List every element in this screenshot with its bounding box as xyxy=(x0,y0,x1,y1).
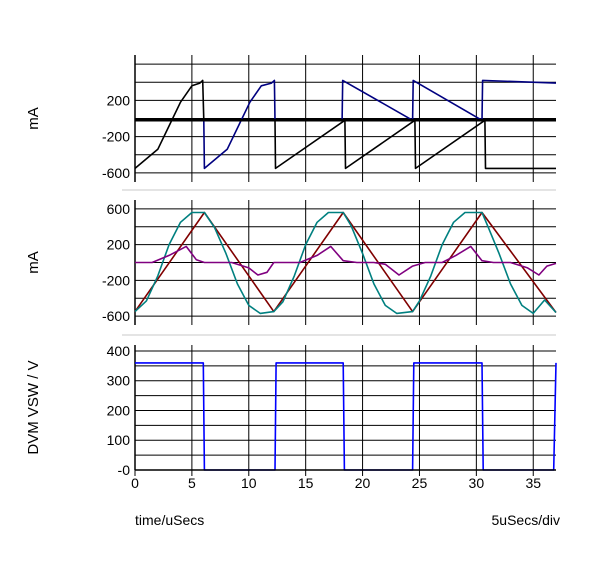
y-tick-label: 100 xyxy=(107,432,131,448)
y-axis-label: mA xyxy=(25,107,42,130)
y-tick-label: 200 xyxy=(107,402,131,418)
x-tick-label: 30 xyxy=(469,475,485,491)
series-line xyxy=(134,79,556,170)
series-line xyxy=(134,211,557,315)
y-tick-label: -0 xyxy=(118,462,131,478)
x-tick-label: 15 xyxy=(298,475,314,491)
series-line xyxy=(135,79,557,170)
y-tick-label: -600 xyxy=(102,308,130,324)
y-tick-label: -200 xyxy=(102,272,130,288)
y-axis-label: mA xyxy=(25,251,42,274)
x-tick-label: 25 xyxy=(412,475,428,491)
x-tick-label: 5 xyxy=(188,475,196,491)
x-axis-label: time/uSecs xyxy=(135,512,204,528)
y-tick-label: 200 xyxy=(107,237,131,253)
x-tick-label: 10 xyxy=(241,475,257,491)
x-tick-label: 35 xyxy=(525,475,541,491)
y-tick-label: -200 xyxy=(102,129,130,145)
series-line xyxy=(135,245,557,276)
y-tick-label: 400 xyxy=(107,343,131,359)
y-tick-label: -600 xyxy=(102,165,130,181)
y-axis-label: DVM VSW / V xyxy=(25,360,42,454)
y-tick-label: 600 xyxy=(107,201,131,217)
x-tick-label: 0 xyxy=(131,475,139,491)
y-tick-label: 300 xyxy=(107,373,131,389)
x-tick-label: 20 xyxy=(355,475,371,491)
series-line xyxy=(135,362,557,471)
scale-label: 5uSecs/div xyxy=(492,512,560,528)
y-tick-label: 200 xyxy=(107,92,131,108)
